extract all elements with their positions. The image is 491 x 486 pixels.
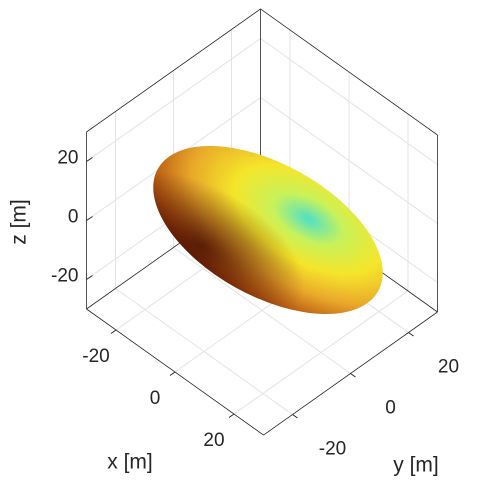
z-tick: [86, 157, 93, 162]
grid-line: [86, 38, 261, 162]
x-tick-label: 20: [203, 430, 224, 451]
surface: [153, 145, 383, 315]
y-tick: [350, 373, 356, 378]
z-tick: [86, 216, 93, 221]
y-tick-label: -20: [319, 439, 346, 460]
grid-line: [173, 247, 351, 374]
y-tick: [292, 414, 298, 419]
y-tick-label: 20: [438, 357, 459, 378]
x-tick-label: -20: [82, 346, 109, 367]
y-tick: [408, 332, 414, 337]
z-tick-label: -20: [51, 266, 78, 287]
y-tick-label: 0: [385, 398, 396, 419]
z-tick: [86, 275, 93, 280]
ticks: -20 0 20 -20 0 20 -20 0 20: [51, 148, 459, 460]
box-edge: [86, 8, 261, 133]
z-tick-label: 20: [57, 148, 78, 169]
x-tick: [169, 371, 176, 376]
x-tick: [110, 329, 117, 334]
box-edge: [260, 8, 438, 136]
z-tick-label: 0: [68, 207, 79, 228]
z-axis-label: z [m]: [8, 199, 31, 245]
x-axis-label: x [m]: [107, 451, 153, 474]
grid-line: [260, 38, 438, 165]
y-axis-label: y [m]: [393, 454, 439, 477]
grid-line: [115, 288, 293, 415]
x-tick-label: 0: [150, 388, 161, 409]
grid-line: [260, 97, 438, 224]
ellipsoid-shade: [153, 145, 383, 315]
x-tick: [228, 413, 235, 418]
